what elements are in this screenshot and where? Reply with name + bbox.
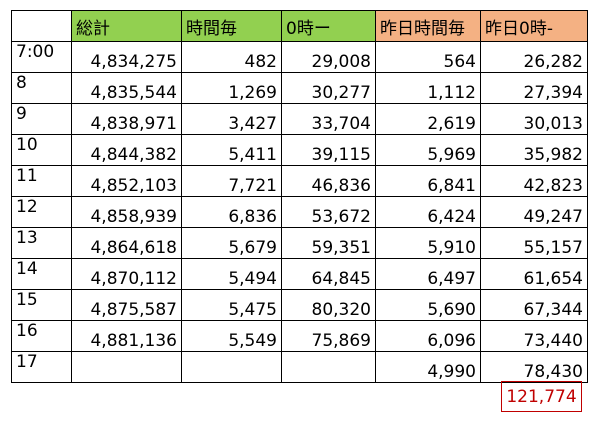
hour-cell: 11 bbox=[11, 165, 72, 197]
total-cell: 4,870,112 bbox=[71, 258, 182, 290]
since-midnight-cell: 59,351 bbox=[281, 227, 376, 259]
hourly-cell: 5,679 bbox=[181, 227, 282, 259]
yesterday-hourly-cell: 6,096 bbox=[375, 320, 481, 352]
header-cell-yesterday-since-midnight: 昨日0時- bbox=[480, 10, 588, 42]
total-cell: 4,844,382 bbox=[71, 134, 182, 166]
hourly-cell bbox=[181, 351, 282, 383]
table-row: 8 4,835,544 1,269 30,277 1,112 27,394 bbox=[11, 72, 588, 104]
hour-cell: 7:00 bbox=[11, 41, 72, 73]
hourly-cell: 5,475 bbox=[181, 289, 282, 321]
hour-cell: 16 bbox=[11, 320, 72, 352]
hour-cell: 14 bbox=[11, 258, 72, 290]
total-cell: 4,864,618 bbox=[71, 227, 182, 259]
yesterday-since-midnight-cell: 73,440 bbox=[480, 320, 588, 352]
total-cell: 4,838,971 bbox=[71, 103, 182, 135]
hour-cell: 17 bbox=[11, 351, 72, 383]
table-row: 9 4,838,971 3,427 33,704 2,619 30,013 bbox=[11, 103, 588, 135]
yesterday-hourly-cell: 6,424 bbox=[375, 196, 481, 228]
table-row: 7:00 4,834,275 482 29,008 564 26,282 bbox=[11, 41, 588, 73]
hour-cell: 13 bbox=[11, 227, 72, 259]
yesterday-hourly-cell: 6,841 bbox=[375, 165, 481, 197]
yesterday-since-midnight-cell: 26,282 bbox=[480, 41, 588, 73]
hourly-cell: 482 bbox=[181, 41, 282, 73]
since-midnight-cell: 80,320 bbox=[281, 289, 376, 321]
table-row: 11 4,852,103 7,721 46,836 6,841 42,823 bbox=[11, 165, 588, 197]
since-midnight-cell: 29,008 bbox=[281, 41, 376, 73]
table-row: 12 4,858,939 6,836 53,672 6,424 49,247 bbox=[11, 196, 588, 228]
header-cell-hour bbox=[11, 10, 72, 42]
header-cell-total: 総計 bbox=[71, 10, 182, 42]
since-midnight-cell: 39,115 bbox=[281, 134, 376, 166]
yesterday-since-midnight-cell: 55,157 bbox=[480, 227, 588, 259]
yesterday-since-midnight-cell: 27,394 bbox=[480, 72, 588, 104]
yesterday-since-midnight-cell: 49,247 bbox=[480, 196, 588, 228]
header-cell-hourly: 時間毎 bbox=[181, 10, 282, 42]
hourly-cell: 1,269 bbox=[181, 72, 282, 104]
hourly-cell: 5,411 bbox=[181, 134, 282, 166]
yesterday-hourly-cell: 6,497 bbox=[375, 258, 481, 290]
since-midnight-cell: 46,836 bbox=[281, 165, 376, 197]
hour-cell: 15 bbox=[11, 289, 72, 321]
yesterday-hourly-cell: 564 bbox=[375, 41, 481, 73]
since-midnight-cell bbox=[281, 351, 376, 383]
yesterday-hourly-cell: 5,910 bbox=[375, 227, 481, 259]
data-table: 総計 時間毎 0時ー 昨日時間毎 昨日0時- 7:00 4,834,275 48… bbox=[11, 10, 588, 383]
total-cell: 4,834,275 bbox=[71, 41, 182, 73]
since-midnight-cell: 33,704 bbox=[281, 103, 376, 135]
since-midnight-cell: 75,869 bbox=[281, 320, 376, 352]
hour-cell: 8 bbox=[11, 72, 72, 104]
yesterday-since-midnight-cell: 61,654 bbox=[480, 258, 588, 290]
yesterday-hourly-cell: 1,112 bbox=[375, 72, 481, 104]
since-midnight-cell: 53,672 bbox=[281, 196, 376, 228]
hourly-cell: 5,549 bbox=[181, 320, 282, 352]
table-row: 14 4,870,112 5,494 64,845 6,497 61,654 bbox=[11, 258, 588, 290]
yesterday-hourly-cell: 4,990 bbox=[375, 351, 481, 383]
hourly-cell: 7,721 bbox=[181, 165, 282, 197]
total-cell: 4,875,587 bbox=[71, 289, 182, 321]
total-cell bbox=[71, 351, 182, 383]
total-cell: 4,835,544 bbox=[71, 72, 182, 104]
yesterday-hourly-cell: 2,619 bbox=[375, 103, 481, 135]
since-midnight-cell: 30,277 bbox=[281, 72, 376, 104]
hourly-cell: 6,836 bbox=[181, 196, 282, 228]
yesterday-since-midnight-cell: 42,823 bbox=[480, 165, 588, 197]
total-cell: 4,852,103 bbox=[71, 165, 182, 197]
header-cell-yesterday-hourly: 昨日時間毎 bbox=[375, 10, 481, 42]
hourly-cell: 3,427 bbox=[181, 103, 282, 135]
yesterday-since-midnight-cell: 35,982 bbox=[480, 134, 588, 166]
header-row: 総計 時間毎 0時ー 昨日時間毎 昨日0時- bbox=[11, 10, 588, 42]
total-sum-box: 121,774 bbox=[501, 381, 582, 412]
hour-cell: 9 bbox=[11, 103, 72, 135]
hour-cell: 12 bbox=[11, 196, 72, 228]
yesterday-since-midnight-cell: 78,430 bbox=[480, 351, 588, 383]
header-cell-since-midnight: 0時ー bbox=[281, 10, 376, 42]
yesterday-hourly-cell: 5,969 bbox=[375, 134, 481, 166]
yesterday-since-midnight-cell: 30,013 bbox=[480, 103, 588, 135]
total-cell: 4,881,136 bbox=[71, 320, 182, 352]
table-row: 13 4,864,618 5,679 59,351 5,910 55,157 bbox=[11, 227, 588, 259]
yesterday-since-midnight-cell: 67,344 bbox=[480, 289, 588, 321]
yesterday-hourly-cell: 5,690 bbox=[375, 289, 481, 321]
hourly-cell: 5,494 bbox=[181, 258, 282, 290]
table-row: 15 4,875,587 5,475 80,320 5,690 67,344 bbox=[11, 289, 588, 321]
total-cell: 4,858,939 bbox=[71, 196, 182, 228]
since-midnight-cell: 64,845 bbox=[281, 258, 376, 290]
hour-cell: 10 bbox=[11, 134, 72, 166]
table-row: 16 4,881,136 5,549 75,869 6,096 73,440 bbox=[11, 320, 588, 352]
table-row: 17 4,990 78,430 bbox=[11, 351, 588, 383]
table-row: 10 4,844,382 5,411 39,115 5,969 35,982 bbox=[11, 134, 588, 166]
